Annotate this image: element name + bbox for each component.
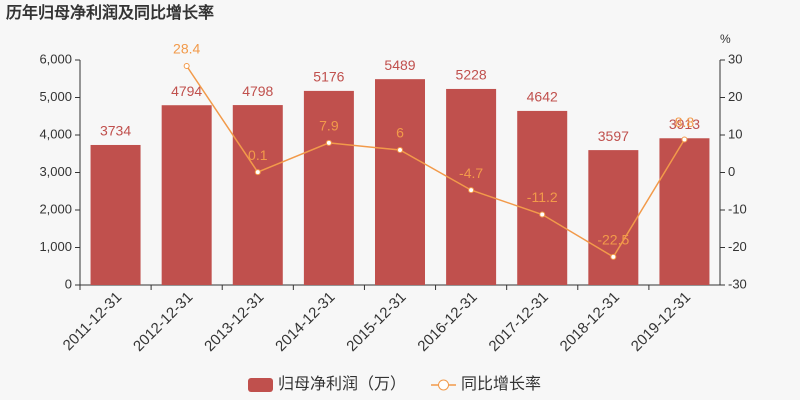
y-tick-label: 4,000 bbox=[39, 126, 72, 141]
line-value-label: -4.7 bbox=[459, 165, 483, 181]
bar bbox=[446, 88, 497, 285]
bar-value-label: 5228 bbox=[456, 67, 487, 83]
line bbox=[186, 65, 686, 258]
line-point bbox=[681, 136, 688, 143]
legend-swatch bbox=[248, 378, 273, 392]
bar bbox=[375, 79, 425, 285]
bar-value-label: 4642 bbox=[527, 89, 558, 105]
y-tick-label: 5,000 bbox=[39, 89, 72, 104]
chart-title: 历年归母净利润及同比增长率 bbox=[6, 3, 214, 22]
y-tick-label: 0 bbox=[65, 276, 72, 291]
bar bbox=[303, 90, 354, 286]
line-value-label: 7.9 bbox=[319, 118, 339, 134]
y-tick-label: 6,000 bbox=[39, 51, 72, 66]
y2-tick-label: -10 bbox=[728, 201, 747, 216]
bar-value-label: 3734 bbox=[100, 123, 131, 139]
line-value-label: -11.2 bbox=[527, 189, 558, 205]
legend-label: 同比增长率 bbox=[461, 375, 541, 393]
line-point bbox=[468, 187, 475, 194]
line-point bbox=[325, 139, 332, 146]
line-value-label: -22.5 bbox=[597, 232, 629, 248]
bar bbox=[232, 105, 283, 285]
line-value-label: 6 bbox=[396, 125, 404, 141]
bar-value-label: 3913 bbox=[669, 116, 700, 132]
bar bbox=[588, 150, 639, 285]
legend-label: 归母净利润（万） bbox=[278, 375, 406, 393]
bar bbox=[90, 144, 141, 285]
y2-tick-label: 0 bbox=[728, 164, 735, 179]
line-point bbox=[610, 253, 617, 260]
y2-tick-label: 30 bbox=[728, 51, 742, 66]
bar bbox=[517, 110, 568, 285]
bar-value-label: 4798 bbox=[242, 83, 273, 99]
line-value-label: 0.1 bbox=[248, 147, 268, 163]
y-tick-label: 2,000 bbox=[39, 201, 72, 216]
bar-value-label: 4794 bbox=[171, 83, 202, 99]
y-tick-label: 3,000 bbox=[39, 164, 72, 179]
bar-value-label: 3597 bbox=[598, 128, 629, 144]
line-point bbox=[397, 147, 403, 153]
y2-tick-label: -30 bbox=[728, 276, 747, 291]
y2-axis-unit: % bbox=[720, 32, 731, 46]
y-tick-label: 1,000 bbox=[39, 239, 72, 254]
y2-tick-label: -20 bbox=[728, 239, 747, 254]
line-point bbox=[254, 169, 261, 176]
line-point bbox=[539, 211, 546, 218]
bar-value-label: 5489 bbox=[384, 57, 415, 73]
line-value-label: 28.4 bbox=[173, 41, 200, 57]
line-point bbox=[183, 63, 190, 69]
bar bbox=[161, 105, 212, 285]
y2-tick-label: 10 bbox=[728, 126, 742, 141]
bar-value-label: 5176 bbox=[313, 69, 344, 85]
line-value-label: 8.8 bbox=[675, 114, 695, 130]
y2-tick-label: 20 bbox=[728, 89, 742, 104]
legend-swatch bbox=[438, 379, 450, 391]
bar bbox=[659, 138, 710, 285]
